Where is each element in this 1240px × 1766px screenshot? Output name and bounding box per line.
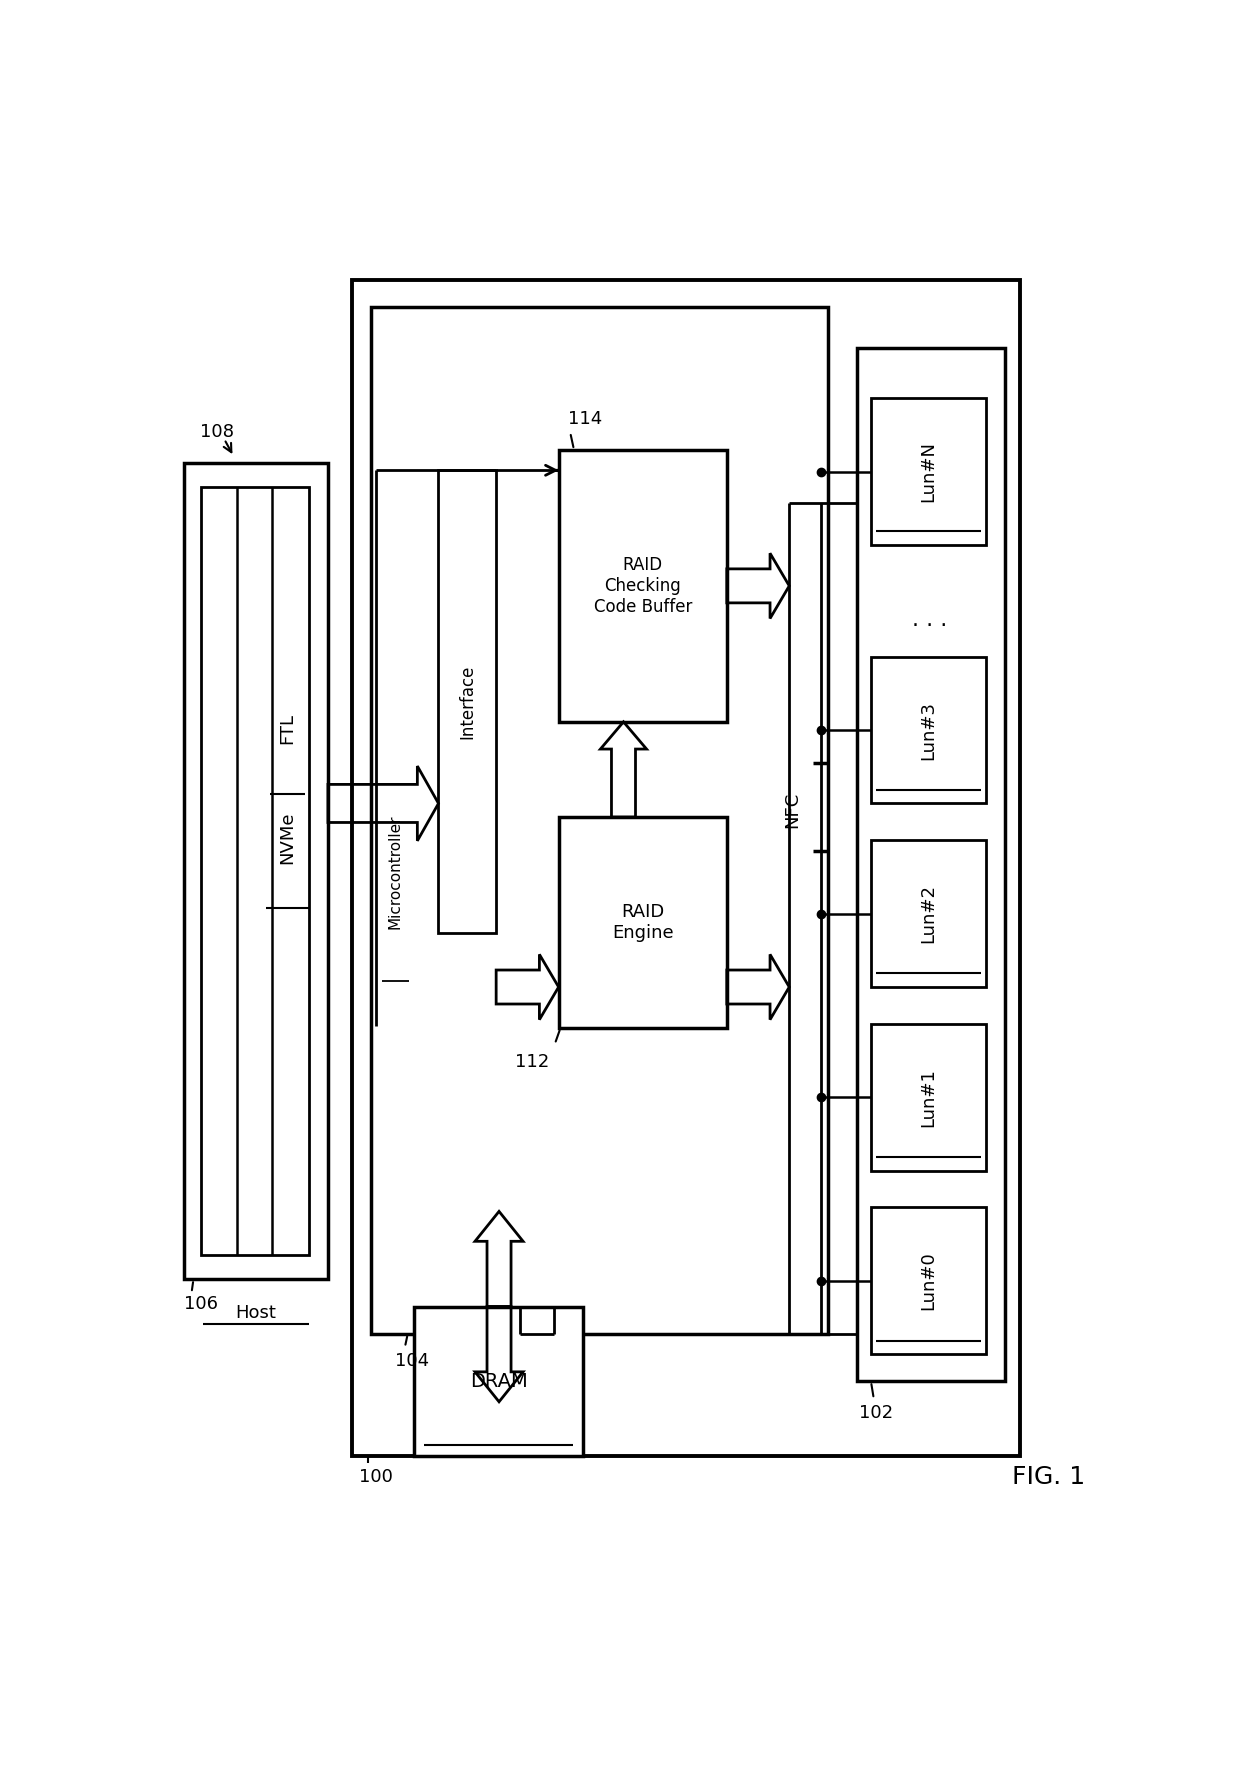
Bar xyxy=(870,657,986,804)
Text: Lun#3: Lun#3 xyxy=(920,701,937,759)
Text: 106: 106 xyxy=(184,1294,218,1312)
Text: 112: 112 xyxy=(515,1053,549,1070)
Text: 108: 108 xyxy=(201,424,234,442)
Bar xyxy=(870,841,986,987)
Text: NFC: NFC xyxy=(784,793,801,828)
Text: 100: 100 xyxy=(358,1468,393,1485)
Text: . . .: . . . xyxy=(911,609,947,630)
Text: DRAM: DRAM xyxy=(470,1372,527,1392)
Text: Lun#N: Lun#N xyxy=(920,442,937,502)
Text: 104: 104 xyxy=(396,1353,429,1370)
Bar xyxy=(870,397,986,546)
Bar xyxy=(558,818,727,1028)
Text: 114: 114 xyxy=(568,410,603,427)
Text: FIG. 1: FIG. 1 xyxy=(1012,1464,1085,1489)
Text: NVMe: NVMe xyxy=(279,811,296,864)
Text: RAID
Checking
Code Buffer: RAID Checking Code Buffer xyxy=(594,556,692,616)
Text: Lun#0: Lun#0 xyxy=(920,1252,937,1310)
Bar xyxy=(870,1208,986,1355)
Bar xyxy=(201,487,309,1256)
Bar xyxy=(414,1307,583,1457)
Bar xyxy=(870,1024,986,1171)
Text: Interface: Interface xyxy=(459,664,476,738)
Text: Lun#2: Lun#2 xyxy=(920,885,937,943)
Bar xyxy=(371,307,828,1333)
Text: FTL: FTL xyxy=(279,713,296,743)
Bar xyxy=(857,348,1006,1381)
Bar xyxy=(352,279,1019,1457)
Text: Microcontroller: Microcontroller xyxy=(388,814,403,929)
Text: Host: Host xyxy=(236,1305,277,1323)
Bar xyxy=(558,450,727,722)
Text: 102: 102 xyxy=(859,1404,894,1422)
Text: Lun#1: Lun#1 xyxy=(920,1068,937,1127)
Bar xyxy=(439,470,496,932)
Text: RAID
Engine: RAID Engine xyxy=(611,902,673,941)
Bar xyxy=(184,463,327,1279)
